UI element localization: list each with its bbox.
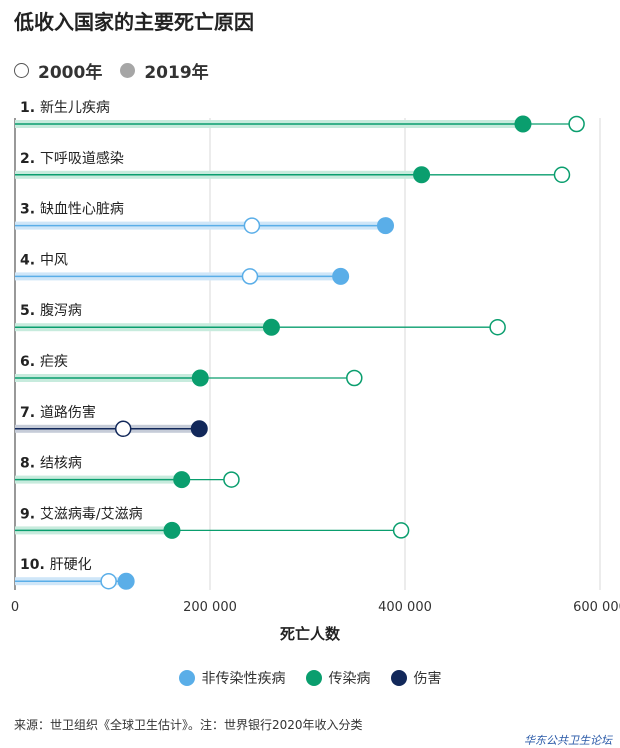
source-note: 来源：世卫组织《全球卫生估计》。注：世界银行2020年收入分类 bbox=[14, 718, 363, 732]
marker-2019 bbox=[117, 572, 135, 590]
legend-label-communicable: 传染病 bbox=[328, 671, 371, 687]
row-label: 2. 下呼吸道感染 bbox=[20, 150, 124, 167]
row-label: 5. 腹泻病 bbox=[20, 302, 82, 319]
legend-item-2000[interactable]: 2000年 bbox=[14, 58, 102, 83]
marker-2019 bbox=[413, 166, 431, 184]
legend-dot-icon bbox=[305, 670, 322, 686]
row-label: 1. 新生儿疾病 bbox=[20, 100, 110, 116]
marker-2000 bbox=[392, 522, 410, 539]
legend-item-communicable[interactable]: 传染病 bbox=[305, 668, 371, 688]
row-label: 8. 结核病 bbox=[20, 456, 82, 472]
marker-2000 bbox=[553, 166, 571, 184]
dumbbell-chart: 0 200 000 400 000 600 000 死亡人数 1. 新生儿疾病 2. 下呼吸… bbox=[11, 100, 620, 643]
legend-item-noncommunicable[interactable]: 非传染性疾病 bbox=[178, 668, 286, 688]
legend-label-2000: 2000年 bbox=[38, 63, 103, 83]
marker-2019 bbox=[173, 471, 191, 489]
legend-label-injuries: 伤害 bbox=[413, 671, 442, 687]
marker-2019 bbox=[377, 217, 394, 235]
marker-2000 bbox=[346, 369, 363, 387]
marker-2000 bbox=[114, 420, 132, 438]
marker-2019 bbox=[191, 369, 209, 387]
watermark: 华东公共卫生论坛 bbox=[524, 734, 612, 747]
marker-2019 bbox=[163, 521, 181, 539]
legend-item-2019[interactable]: 2019年 bbox=[120, 58, 209, 83]
hollow-circle-icon bbox=[14, 63, 29, 78]
legend-label-noncommunicable: 非传染性疾病 bbox=[201, 671, 286, 687]
solid-circle-icon bbox=[120, 63, 136, 78]
x-axis-label: 死亡人数 bbox=[280, 625, 341, 643]
row-label: 10. 肝硬化 bbox=[20, 557, 92, 573]
marker-2019 bbox=[190, 420, 208, 438]
x-tick-label: 400 000 bbox=[378, 600, 432, 615]
row-label: 6. 疟疾 bbox=[20, 354, 68, 370]
marker-2019 bbox=[514, 115, 532, 133]
marker-2019 bbox=[262, 318, 280, 336]
row-label: 7. 道路伤害 bbox=[20, 405, 96, 421]
category-legend: 非传染性疾病 传染病 伤害 bbox=[0, 668, 620, 688]
marker-2000 bbox=[489, 318, 506, 336]
row-label: 4. 中风 bbox=[20, 252, 68, 268]
marker-2000 bbox=[223, 471, 240, 488]
row-label: 9. 艾滋病毒/艾滋病 bbox=[20, 506, 143, 522]
x-tick-label: 0 bbox=[11, 600, 19, 615]
marker-2000 bbox=[568, 115, 585, 133]
marker-2000 bbox=[100, 572, 117, 590]
row-label: 3. 缺血性心脏病 bbox=[20, 202, 124, 218]
legend-label-2019: 2019年 bbox=[144, 63, 209, 83]
marker-2000 bbox=[243, 217, 261, 234]
marker-2000 bbox=[241, 268, 259, 285]
x-tick-label: 200 000 bbox=[183, 600, 237, 615]
legend-item-injuries[interactable]: 伤害 bbox=[390, 668, 442, 688]
legend-dot-icon bbox=[390, 670, 407, 686]
legend-dot-icon bbox=[178, 670, 195, 686]
marker-2019 bbox=[332, 267, 350, 285]
x-tick-label: 600 000 bbox=[573, 600, 620, 615]
year-legend: 2000年 2019年 bbox=[14, 58, 227, 83]
chart-title: 低收入国家的主要死亡原因 bbox=[14, 10, 254, 34]
